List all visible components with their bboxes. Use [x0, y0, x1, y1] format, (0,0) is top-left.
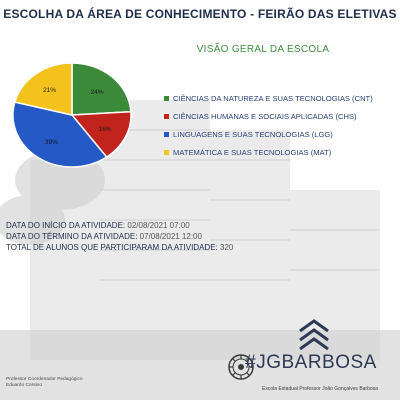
- legend-item-0: CIÊNCIAS DA NATUREZA E SUAS TECNOLOGIAS …: [164, 92, 396, 105]
- info-students-value: 320: [220, 243, 234, 252]
- info-start: DATA DO INÍCIO DA ATIVIDADE: 02/08/2021 …: [6, 220, 396, 231]
- legend-item-2: LINGUAGENS E SUAS TECNOLOGIAS (LGG): [164, 128, 396, 141]
- info-students: TOTAL DE ALUNOS QUE PARTICIPARAM DA ATIV…: [6, 242, 396, 253]
- legend-label-1: CIÊNCIAS HUMANAS E SOCIAIS APLICADAS (CH…: [173, 111, 357, 121]
- pie-slice-label-1: 16%: [99, 126, 112, 133]
- pie-slice-label-2: 39%: [45, 139, 58, 146]
- legend-item-1: CIÊNCIAS HUMANAS E SOCIAIS APLICADAS (CH…: [164, 110, 396, 123]
- info-students-label: TOTAL DE ALUNOS QUE PARTICIPARAM DA ATIV…: [6, 243, 218, 252]
- info-end-value: 07/08/2021 12:00: [139, 232, 202, 241]
- school-name: Escola Estadual Professor João Gonçalves…: [262, 386, 378, 392]
- coordinator-name: Eduardo Corsino: [6, 383, 42, 388]
- coordinator-credit: Professor Coordenador Pedagógico Eduardo…: [6, 377, 83, 389]
- pie-slice-2: [12, 101, 108, 168]
- info-end: DATA DO TÉRMINO DA ATIVIDADE: 07/08/2021…: [6, 231, 396, 242]
- activity-info: DATA DO INÍCIO DA ATIVIDADE: 02/08/2021 …: [6, 220, 396, 253]
- pie-slice-label-0: 24%: [91, 89, 104, 96]
- legend-swatch-0: [164, 95, 169, 101]
- legend-label-2: LINGUAGENS E SUAS TECNOLOGIAS (LGG): [173, 129, 333, 139]
- building-background: [0, 100, 400, 400]
- pie-chart: 24% 16% 39% 21%: [12, 62, 132, 168]
- pie-slice-label-3: 21%: [43, 87, 56, 94]
- info-start-value: 02/08/2021 07:00: [127, 221, 190, 230]
- info-start-label: DATA DO INÍCIO DA ATIVIDADE:: [6, 221, 126, 230]
- page-title: ESCOLHA DA ÁREA DE CONHECIMENTO - FEIRÃO…: [3, 7, 397, 21]
- legend-item-3: MATEMÁTICA E SUAS TECNOLOGIAS (MAT): [164, 146, 396, 159]
- brand-hashtag: #JGBARBOSA: [245, 352, 377, 373]
- chart-legend: CIÊNCIAS DA NATUREZA E SUAS TECNOLOGIAS …: [164, 92, 396, 164]
- pie-slice-1: [70, 110, 132, 159]
- chevron-logo-icon: [299, 319, 329, 351]
- legend-swatch-3: [164, 149, 169, 155]
- legend-swatch-1: [164, 113, 169, 119]
- legend-label-3: MATEMÁTICA E SUAS TECNOLOGIAS (MAT): [173, 147, 332, 157]
- legend-swatch-2: [164, 131, 169, 137]
- school-emblem-icon: [228, 354, 254, 380]
- chart-title: VISÃO GERAL DA ESCOLA: [196, 44, 330, 55]
- pie-slice-3: [13, 62, 73, 116]
- coordinator-role: Professor Coordenador Pedagógico: [6, 377, 83, 382]
- legend-label-0: CIÊNCIAS DA NATUREZA E SUAS TECNOLOGIAS …: [173, 93, 373, 103]
- pie-slice-0: [71, 62, 132, 116]
- info-end-label: DATA DO TÉRMINO DA ATIVIDADE:: [6, 232, 138, 241]
